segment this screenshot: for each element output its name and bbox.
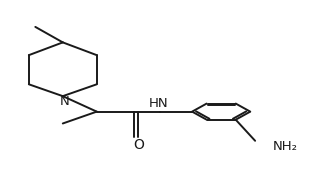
Text: NH₂: NH₂: [273, 140, 298, 153]
Text: N: N: [60, 95, 69, 108]
Text: O: O: [133, 138, 144, 152]
Text: HN: HN: [148, 97, 168, 110]
